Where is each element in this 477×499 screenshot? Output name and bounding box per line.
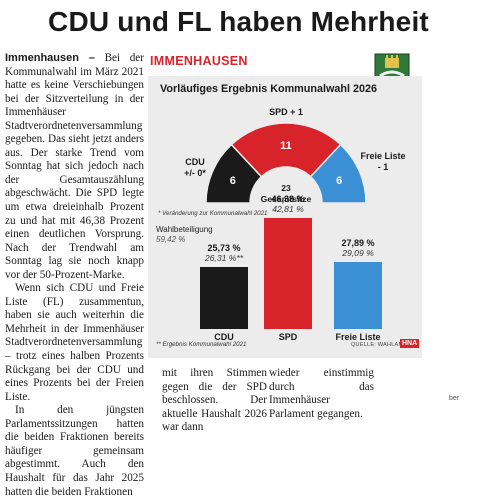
cdu-change-value: +/- 0* xyxy=(184,168,206,178)
headline: CDU und FL haben Mehrheit xyxy=(48,6,429,37)
vote-prev-0: 26,31 %** xyxy=(204,253,244,264)
cdu-change-label: CDU +/- 0* xyxy=(175,157,215,179)
turnout-value: 59,42 % xyxy=(156,235,186,244)
fl-change-label: Freie Liste - 1 xyxy=(353,151,413,173)
chart-title: Vorläufiges Ergebnis Kommunalwahl 2026 xyxy=(160,83,377,95)
vote-value-2: 27,89 % 29,09 % xyxy=(324,238,392,258)
article-column-2: mit ihren Stimmen gegen die der SPD besc… xyxy=(162,367,267,435)
vote-bar-0 xyxy=(200,267,248,329)
column-2-text: mit ihren Stimmen gegen die der SPD besc… xyxy=(162,367,267,434)
vote-prev-1: 42,81 % xyxy=(272,203,304,214)
vote-name-1: SPD xyxy=(278,332,298,342)
vote-name-0: CDU xyxy=(214,332,234,342)
cdu-change-party: CDU xyxy=(185,157,205,167)
source-credit: QUELLE: WAHLAMT xyxy=(351,342,407,348)
column-3-text: wieder einstimmig durch das Immenhäuser … xyxy=(269,367,374,420)
turnout: Wahlbeteiligung 59,42 % xyxy=(156,225,213,245)
seat-count-1: 11 xyxy=(280,140,292,152)
hna-logo: HNA xyxy=(400,339,420,348)
vote-value-0: 25,73 % 26,31 %** xyxy=(190,243,258,263)
total-seats-label: Gesamtsitze xyxy=(260,194,312,204)
fl-change-value: - 1 xyxy=(377,162,389,172)
seat-count-0: 6 xyxy=(230,175,236,187)
vote-pct-1: 46,38 % xyxy=(271,193,305,204)
paragraph-3: In den jüngsten Parlamentssitzungen hatt… xyxy=(5,404,144,498)
turnout-label: Wahlbeteiligung xyxy=(156,225,213,234)
total-seats-value: 23 xyxy=(281,183,291,193)
article-column-1: Immenhausen – Bei der Kommunalwahl im Mä… xyxy=(5,52,144,499)
seat-segment-1 xyxy=(230,122,342,178)
town-label: IMMENHAUSEN xyxy=(150,54,248,68)
vote-bar-1 xyxy=(264,217,312,329)
dateline: Immenhausen – xyxy=(5,52,95,64)
paragraph-2: Wenn sich CDU und Freie Liste (FL) zusam… xyxy=(5,282,144,403)
fl-change-party: Freie Liste xyxy=(360,151,406,161)
vote-pct-0: 25,73 % xyxy=(207,243,241,254)
total-seats: 23 Gesamtsitze xyxy=(258,183,314,205)
seat-count-2: 6 xyxy=(336,175,342,187)
author-abbrev: ber xyxy=(449,395,460,402)
vote-pct-2: 27,89 % xyxy=(341,238,375,249)
source-footnote: ** Ergebnis Kommunalwahl 2021 xyxy=(156,341,247,348)
election-infographic: IMMENHAUSEN Vorläufiges Ergebnis Kommuna… xyxy=(148,52,474,360)
spd-change-label: SPD + 1 xyxy=(269,107,303,117)
seat-distribution-chart: 6 11 6 xyxy=(205,122,367,204)
paragraph-1: Bei der Kommunalwahl im März 2021 hatte … xyxy=(5,52,144,281)
vote-name-2: Freie Liste xyxy=(335,332,381,342)
change-footnote: * Veränderung zur Kommunalwahl 2021 xyxy=(158,210,268,217)
seat-segment-2 xyxy=(309,143,367,204)
vote-bar-2 xyxy=(334,262,382,329)
article-column-3: wieder einstimmig durch das Immenhäuser … xyxy=(269,367,374,421)
vote-value-1: 46,38 % 42,81 % xyxy=(254,194,322,214)
vote-prev-2: 29,09 % xyxy=(342,248,374,259)
